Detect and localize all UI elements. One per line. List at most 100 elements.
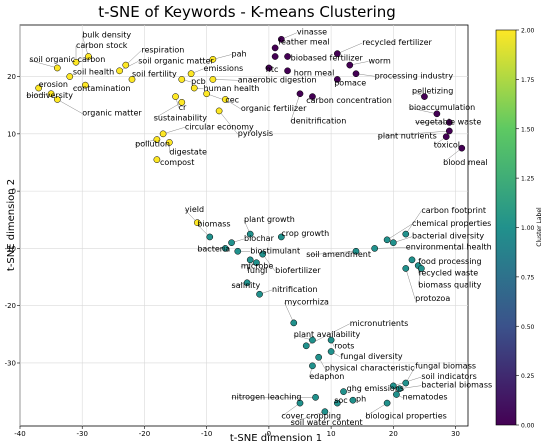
point-label: pelletizing	[412, 87, 453, 96]
label-leader-lines	[26, 32, 462, 424]
point-label: soil fertility	[132, 70, 177, 79]
point-label: cover cropping	[281, 412, 341, 421]
data-points	[35, 35, 466, 416]
leader-line	[153, 102, 182, 119]
point-label: food processing	[418, 257, 481, 266]
point-label: anaerobic digestion	[238, 75, 317, 84]
point-label: soil health	[73, 67, 114, 76]
data-point	[309, 336, 316, 344]
point-label: erosion	[39, 80, 68, 89]
x-tick-label: -10	[201, 430, 212, 438]
data-point	[221, 96, 229, 103]
data-point	[85, 53, 92, 60]
point-label: microbe	[241, 261, 274, 270]
leader-line	[374, 247, 406, 249]
colorbar-tick-label: 1.25	[521, 176, 535, 183]
point-label: compost	[160, 158, 194, 167]
data-point	[333, 50, 341, 57]
data-point	[256, 290, 263, 298]
data-point	[417, 265, 425, 272]
x-tick-label: -20	[139, 430, 150, 438]
leader-line	[135, 139, 157, 145]
data-point	[389, 239, 397, 247]
y-tick-label: -30	[5, 359, 16, 367]
point-label: salinity	[232, 281, 261, 290]
leader-line	[386, 223, 413, 241]
point-label: carbon concentration	[306, 96, 392, 105]
point-label: pomace	[334, 79, 366, 88]
point-label: recycled fertilizer	[362, 38, 432, 47]
point-label: recycled waste	[418, 268, 478, 277]
data-point	[433, 110, 441, 118]
leader-line	[125, 50, 142, 66]
leader-line	[212, 79, 238, 81]
data-point	[284, 53, 291, 60]
colorbar-tick-label: 0.75	[521, 274, 535, 281]
data-point	[193, 219, 201, 226]
y-tick-label: 10	[7, 130, 16, 138]
point-label: feather meal	[278, 37, 329, 46]
leader-line	[284, 302, 295, 323]
point-label: fungal biomass	[415, 362, 476, 371]
data-point	[153, 136, 161, 143]
data-point	[35, 84, 43, 92]
point-label: horn meal	[294, 68, 335, 77]
data-point	[309, 93, 316, 100]
point-label: soc	[334, 396, 347, 405]
point-label: organic matter	[82, 109, 142, 118]
data-point	[190, 84, 198, 92]
data-point	[408, 256, 416, 264]
data-point	[215, 107, 223, 115]
point-label: pah	[232, 50, 247, 59]
data-point	[265, 64, 273, 72]
data-point	[128, 76, 136, 83]
data-point	[402, 230, 410, 238]
leader-line	[290, 93, 301, 122]
colorbar-tick-label: 2.00	[521, 28, 535, 35]
data-point	[346, 61, 354, 69]
data-point	[349, 396, 357, 404]
data-point	[47, 90, 55, 98]
data-point	[153, 156, 161, 163]
data-point	[333, 399, 341, 407]
point-label: vinasse	[297, 28, 327, 37]
point-label: emissions	[204, 64, 244, 73]
colorbar-tick-label: 0.00	[521, 423, 535, 430]
leader-line	[442, 147, 462, 163]
leader-line	[399, 385, 422, 390]
point-label: respiration	[141, 45, 184, 54]
data-point	[389, 382, 397, 390]
data-point	[383, 399, 391, 407]
leader-line	[405, 268, 416, 300]
point-label: pollution	[135, 139, 170, 148]
leader-line	[365, 402, 388, 417]
point-label: environmental health	[406, 243, 492, 252]
leader-line	[81, 35, 89, 57]
leader-line	[306, 251, 357, 256]
point-label: carbon stock	[76, 41, 128, 50]
point-label: blood meal	[443, 158, 488, 167]
data-point	[209, 56, 217, 63]
data-point	[445, 119, 453, 126]
leader-line	[218, 110, 238, 135]
point-label: denitrification	[291, 117, 347, 126]
colorbar-tick-label: 1.50	[521, 126, 535, 133]
point-label: cr	[179, 103, 187, 112]
point-label: human health	[204, 84, 260, 93]
colorbar-ticks: 0.00 0.25 0.50 0.75 1.00 1.25 1.50 1.75 2.00	[516, 28, 535, 430]
x-axis-title: t-SNE dimension 1	[230, 433, 322, 444]
leader-line	[163, 127, 185, 135]
data-point	[383, 236, 391, 244]
point-label: circular economy	[185, 122, 254, 131]
point-label: biodiversity	[26, 91, 73, 100]
point-label: biochar	[244, 234, 275, 243]
point-label: fungal diversity	[340, 352, 402, 361]
data-point	[302, 342, 310, 350]
data-point	[402, 265, 410, 272]
leader-line	[377, 130, 450, 137]
data-point	[66, 73, 74, 80]
data-point	[284, 67, 291, 75]
data-point	[159, 130, 167, 138]
data-point	[277, 233, 285, 241]
